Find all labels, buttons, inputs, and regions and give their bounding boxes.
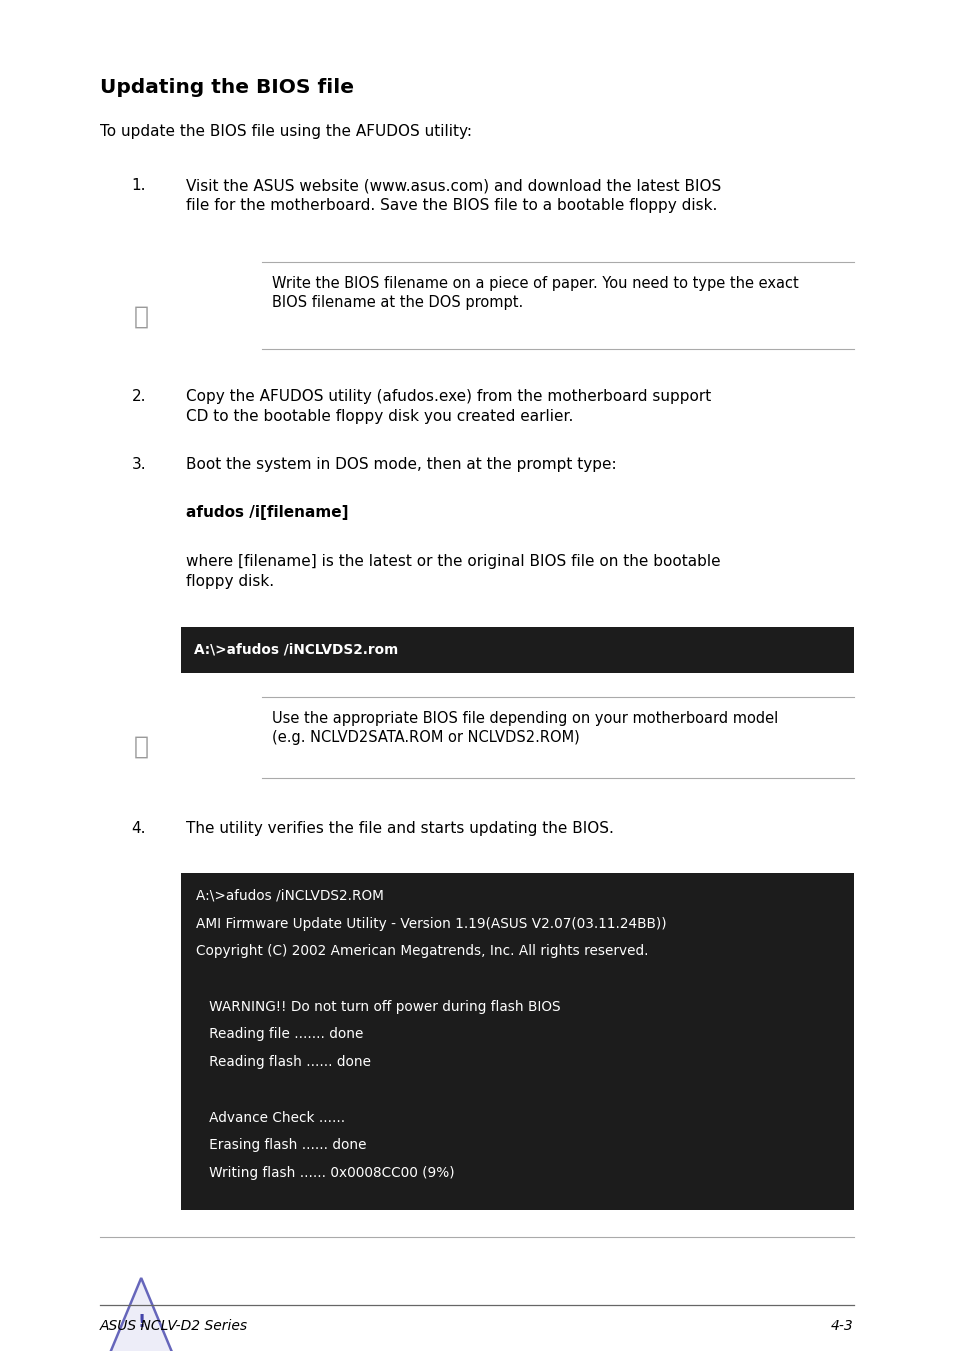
Text: where [filename] is the latest or the original BIOS file on the bootable
floppy : where [filename] is the latest or the or… <box>186 554 720 589</box>
Text: The utility verifies the file and starts updating the BIOS.: The utility verifies the file and starts… <box>186 821 614 836</box>
Text: 🖊: 🖊 <box>133 735 149 759</box>
Text: 3.: 3. <box>132 457 146 471</box>
Text: 4.: 4. <box>132 821 146 836</box>
Text: afudos /i[filename]: afudos /i[filename] <box>186 505 348 520</box>
Text: Reading file ....... done: Reading file ....... done <box>195 1028 362 1042</box>
Polygon shape <box>107 1278 175 1351</box>
Text: Advance Check ......: Advance Check ...... <box>195 1111 344 1124</box>
Text: To update the BIOS file using the AFUDOS utility:: To update the BIOS file using the AFUDOS… <box>100 124 472 139</box>
Text: Use the appropriate BIOS file depending on your motherboard model
(e.g. NCLVD2SA: Use the appropriate BIOS file depending … <box>272 711 778 746</box>
Text: 1.: 1. <box>132 178 146 193</box>
Text: Copy the AFUDOS utility (afudos.exe) from the motherboard support
CD to the boot: Copy the AFUDOS utility (afudos.exe) fro… <box>186 389 711 424</box>
Text: Boot the system in DOS mode, then at the prompt type:: Boot the system in DOS mode, then at the… <box>186 457 616 471</box>
Text: AMI Firmware Update Utility - Version 1.19(ASUS V2.07(03.11.24BB)): AMI Firmware Update Utility - Version 1.… <box>195 917 665 931</box>
Text: Updating the BIOS file: Updating the BIOS file <box>100 78 354 97</box>
Text: 4-3: 4-3 <box>830 1319 853 1332</box>
Text: 2.: 2. <box>132 389 146 404</box>
Text: 🖊: 🖊 <box>133 304 149 328</box>
Text: Reading flash ...... done: Reading flash ...... done <box>195 1055 370 1069</box>
Text: !: ! <box>137 1313 145 1331</box>
FancyBboxPatch shape <box>181 873 853 1210</box>
Text: WARNING!! Do not turn off power during flash BIOS: WARNING!! Do not turn off power during f… <box>195 1000 559 1013</box>
Text: Write the BIOS filename on a piece of paper. You need to type the exact
BIOS fil: Write the BIOS filename on a piece of pa… <box>272 276 798 311</box>
Text: ASUS NCLV-D2 Series: ASUS NCLV-D2 Series <box>100 1319 248 1332</box>
Text: Erasing flash ...... done: Erasing flash ...... done <box>195 1139 366 1152</box>
Text: A:\>afudos /iNCLVDS2.ROM: A:\>afudos /iNCLVDS2.ROM <box>195 889 383 902</box>
Text: Visit the ASUS website (www.asus.com) and download the latest BIOS
file for the : Visit the ASUS website (www.asus.com) an… <box>186 178 720 213</box>
Text: Writing flash ...... 0x0008CC00 (9%): Writing flash ...... 0x0008CC00 (9%) <box>195 1166 454 1179</box>
Text: A:\>afudos /iNCLVDS2.rom: A:\>afudos /iNCLVDS2.rom <box>193 643 397 657</box>
Text: Copyright (C) 2002 American Megatrends, Inc. All rights reserved.: Copyright (C) 2002 American Megatrends, … <box>195 944 647 958</box>
FancyBboxPatch shape <box>181 627 853 673</box>
